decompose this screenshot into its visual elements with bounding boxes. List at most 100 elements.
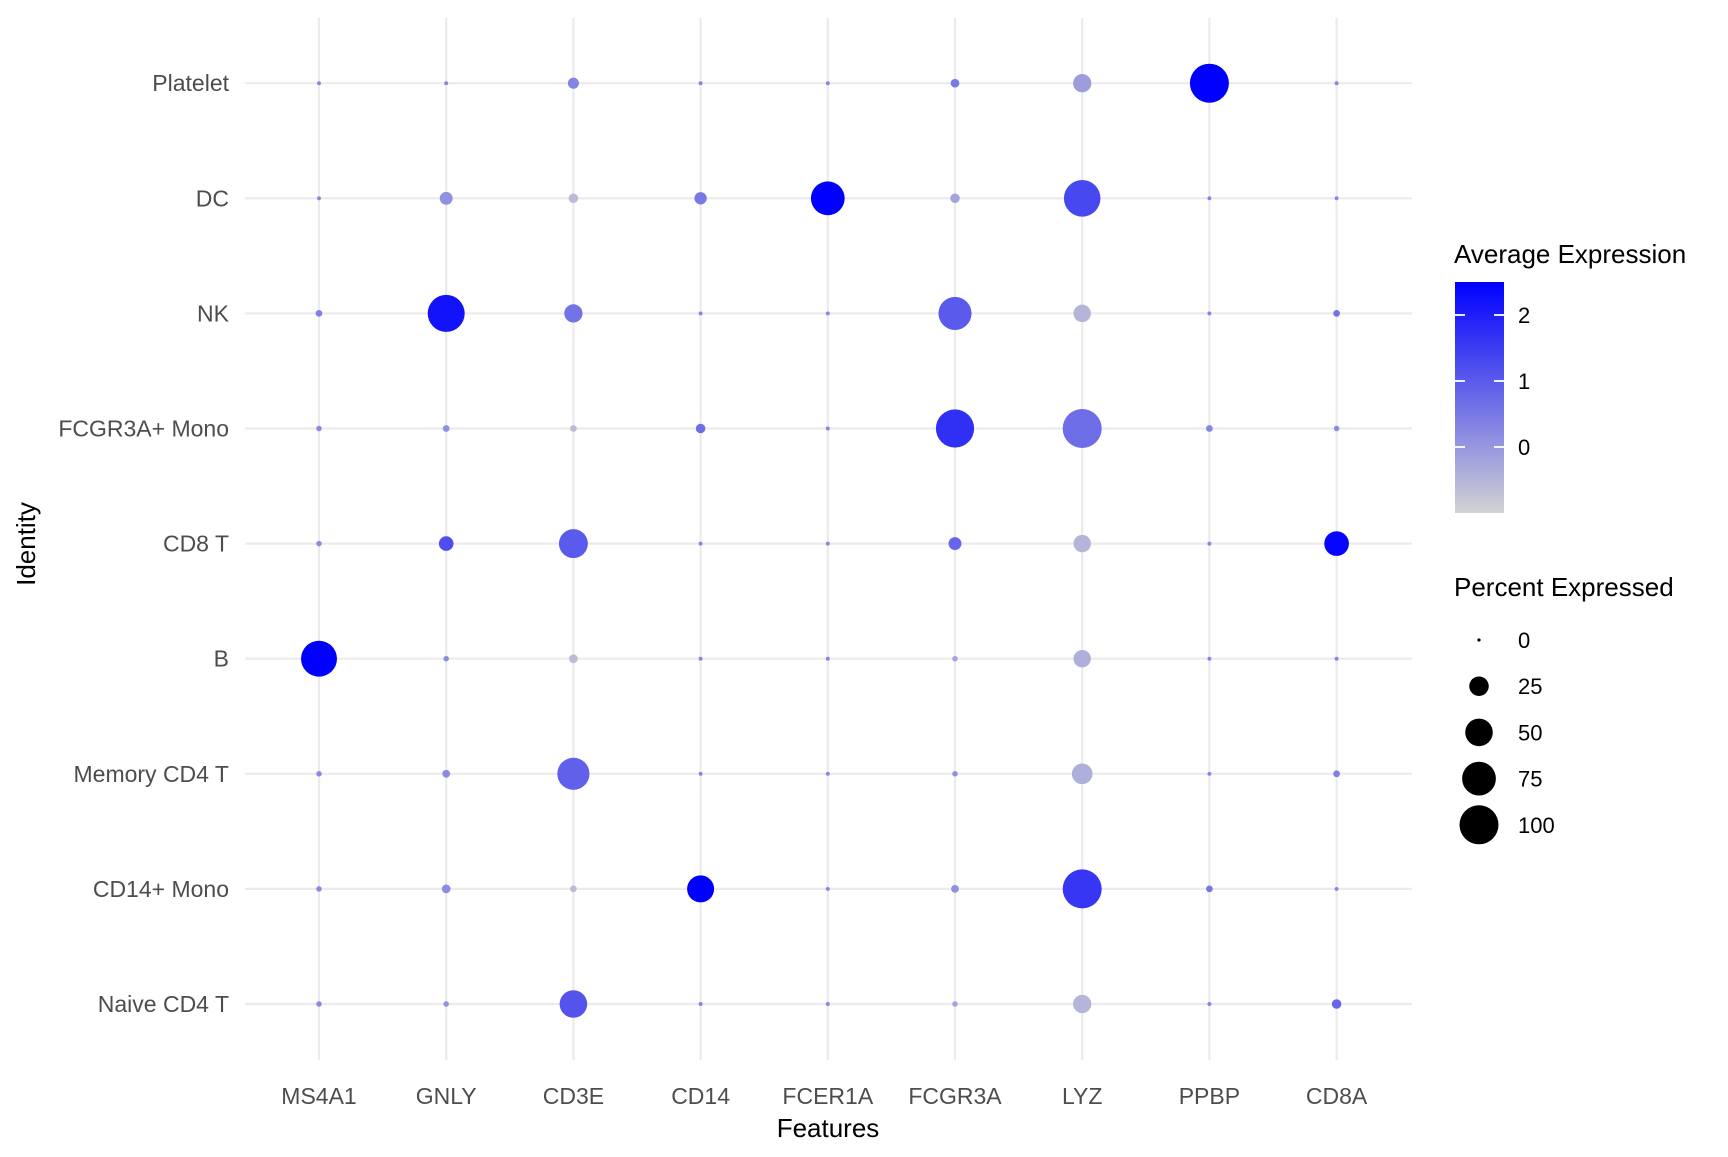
dot-fcgr3a-mono-fcer1a bbox=[825, 426, 830, 431]
dot-naive-cd4-t-fcgr3a bbox=[952, 1001, 958, 1007]
dot-nk-ms4a1 bbox=[315, 310, 323, 317]
dot-cd8-t-fcer1a bbox=[825, 541, 830, 546]
x-tick-ppbp: PPBP bbox=[1179, 1083, 1240, 1109]
x-tick-ms4a1: MS4A1 bbox=[281, 1083, 356, 1109]
dot-cd8-t-cd14 bbox=[698, 541, 703, 546]
dot-naive-cd4-t-lyz bbox=[1073, 994, 1092, 1014]
size-legend-dot bbox=[1462, 761, 1496, 796]
dot-naive-cd4-t-cd8a bbox=[1331, 999, 1342, 1009]
dot-fcgr3a-mono-cd3e bbox=[570, 425, 577, 432]
y-tick-naive-cd4-t: Naive CD4 T bbox=[98, 991, 229, 1017]
dot-naive-cd4-t-ppbp bbox=[1207, 1002, 1212, 1006]
dot-nk-fcer1a bbox=[825, 311, 830, 316]
dot-b-cd3e bbox=[569, 654, 578, 664]
y-tick-fcgr3a-mono: FCGR3A+ Mono bbox=[58, 416, 229, 442]
dot-b-lyz bbox=[1073, 649, 1091, 668]
dot-nk-lyz bbox=[1073, 304, 1091, 323]
dot-cd14-mono-gnly bbox=[441, 884, 451, 894]
dot-memory-cd4-t-gnly bbox=[442, 769, 451, 778]
size-legend-label: 100 bbox=[1518, 813, 1555, 838]
size-legend-title: Percent Expressed bbox=[1454, 572, 1674, 602]
dot-platelet-fcgr3a bbox=[950, 78, 960, 88]
dot-cd8-t-fcgr3a bbox=[948, 537, 962, 551]
y-axis-title: Identity bbox=[11, 502, 41, 586]
y-tick-dc: DC bbox=[196, 185, 229, 211]
dot-fcgr3a-mono-ppbp bbox=[1206, 425, 1213, 432]
color-legend-label: 2 bbox=[1518, 303, 1530, 328]
dot-b-ppbp bbox=[1207, 656, 1212, 661]
x-axis-title: Features bbox=[777, 1113, 880, 1143]
dot-fcgr3a-mono-cd8a bbox=[1333, 425, 1340, 432]
dot-dc-fcer1a bbox=[810, 181, 845, 216]
dot-fcgr3a-mono-gnly bbox=[442, 425, 450, 432]
x-tick-fcer1a: FCER1A bbox=[782, 1083, 873, 1109]
dot-nk-cd3e bbox=[564, 304, 583, 323]
dot-platelet-fcer1a bbox=[825, 81, 830, 86]
dot-memory-cd4-t-fcer1a bbox=[825, 771, 830, 776]
dot-cd8-t-cd3e bbox=[558, 529, 588, 559]
size-legend: Percent Expressed 0 25 50 75 100 bbox=[1454, 572, 1674, 845]
dot-fcgr3a-mono-cd14 bbox=[695, 423, 706, 434]
size-legend-label: 75 bbox=[1518, 767, 1542, 792]
grid-lines bbox=[245, 18, 1412, 1060]
dot-dc-ppbp bbox=[1207, 196, 1212, 201]
size-legend-label: 0 bbox=[1518, 628, 1530, 653]
dot-cd14-mono-fcgr3a bbox=[951, 885, 959, 893]
dot-cd14-mono-fcer1a bbox=[825, 886, 830, 891]
dot-dc-cd8a bbox=[1334, 196, 1339, 201]
dot-platelet-ppbp bbox=[1189, 63, 1229, 103]
dot-platelet-cd14 bbox=[698, 81, 703, 86]
dot-cd8-t-ms4a1 bbox=[316, 540, 322, 547]
y-tick-memory-cd4-t: Memory CD4 T bbox=[74, 761, 230, 787]
dot-platelet-gnly bbox=[444, 81, 449, 86]
dot-cd8-t-gnly bbox=[438, 536, 454, 551]
dot-platelet-ms4a1 bbox=[317, 81, 321, 86]
color-legend-label: 0 bbox=[1518, 435, 1530, 460]
dot-nk-ppbp bbox=[1207, 311, 1212, 316]
dot-nk-cd14 bbox=[698, 311, 703, 316]
dot-b-cd14 bbox=[698, 656, 703, 661]
data-points bbox=[301, 63, 1349, 1018]
size-legend-label: 25 bbox=[1518, 674, 1542, 699]
dot-dc-gnly bbox=[439, 191, 453, 205]
dot-memory-cd4-t-ppbp bbox=[1207, 771, 1212, 776]
dot-dc-lyz bbox=[1063, 180, 1101, 217]
x-tick-lyz: LYZ bbox=[1062, 1083, 1102, 1109]
dot-dc-ms4a1 bbox=[317, 196, 321, 201]
color-legend-title: Average Expression bbox=[1454, 239, 1686, 269]
x-tick-fcgr3a: FCGR3A bbox=[908, 1083, 1002, 1109]
dot-nk-cd8a bbox=[1333, 310, 1340, 317]
dot-cd8-t-cd8a bbox=[1324, 531, 1349, 556]
size-legend-dot bbox=[1459, 805, 1499, 845]
y-axis-tick-labels: Naive CD4 T CD14+ Mono Memory CD4 T B CD8 T F… bbox=[58, 70, 229, 1017]
dot-b-ms4a1 bbox=[301, 640, 337, 677]
dot-cd8-t-lyz bbox=[1073, 534, 1091, 553]
dot-naive-cd4-t-cd14 bbox=[698, 1002, 703, 1006]
y-tick-platelet: Platelet bbox=[152, 70, 229, 96]
y-tick-nk: NK bbox=[197, 300, 230, 326]
dot-memory-cd4-t-cd8a bbox=[1333, 770, 1340, 778]
dot-b-gnly bbox=[443, 655, 449, 662]
size-legend-dot bbox=[1477, 638, 1481, 642]
dot-fcgr3a-mono-ms4a1 bbox=[316, 425, 322, 432]
y-tick-cd8-t: CD8 T bbox=[163, 531, 229, 557]
x-tick-gnly: GNLY bbox=[416, 1083, 477, 1109]
dot-b-cd8a bbox=[1334, 656, 1339, 661]
dot-dc-cd14 bbox=[694, 192, 707, 205]
dot-memory-cd4-t-lyz bbox=[1071, 763, 1093, 785]
dot-memory-cd4-t-fcgr3a bbox=[952, 771, 958, 777]
dot-naive-cd4-t-ms4a1 bbox=[316, 1001, 322, 1007]
dot-platelet-cd8a bbox=[1334, 81, 1339, 86]
dot-fcgr3a-mono-lyz bbox=[1062, 409, 1102, 448]
x-tick-cd14: CD14 bbox=[671, 1083, 730, 1109]
x-tick-cd3e: CD3E bbox=[543, 1083, 604, 1109]
size-legend-dot bbox=[1469, 676, 1489, 696]
dot-dc-cd3e bbox=[568, 193, 579, 204]
dot-nk-gnly bbox=[427, 294, 465, 332]
dot-memory-cd4-t-cd3e bbox=[557, 757, 590, 790]
dot-platelet-lyz bbox=[1073, 74, 1092, 93]
dot-naive-cd4-t-fcer1a bbox=[825, 1002, 830, 1006]
x-axis-tick-labels: MS4A1 GNLY CD3E CD14 FCER1A FCGR3A LYZ PPBP CD8A bbox=[281, 1083, 1368, 1109]
